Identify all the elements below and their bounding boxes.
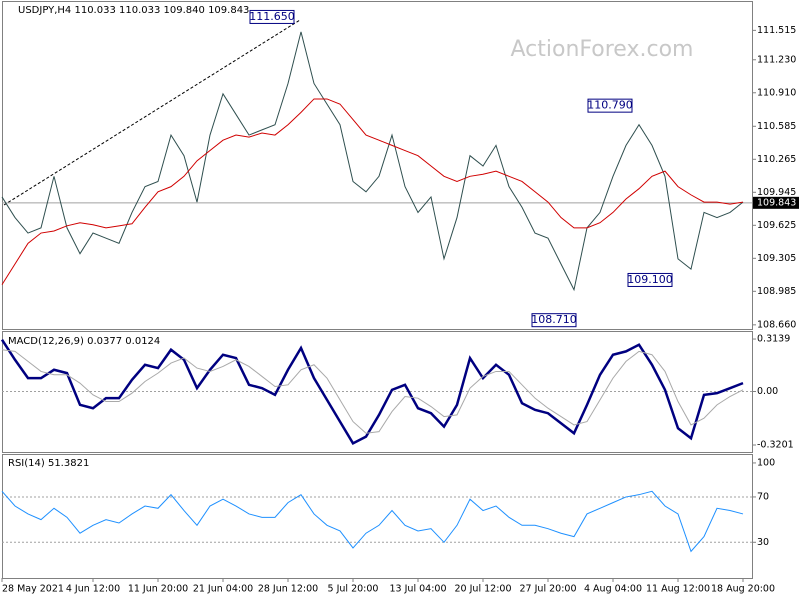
y-tick-label: 108.660 <box>757 319 796 330</box>
x-tick-label: 20 Jul 12:00 <box>455 584 512 595</box>
series-line <box>1 349 744 434</box>
y-tick-label: 109.945 <box>757 187 796 198</box>
y-tick-label: -0.3201 <box>757 439 794 450</box>
annotation-label: 111.650 <box>249 10 295 23</box>
y-tick-label: 70 <box>757 491 769 502</box>
x-tick-label: 18 Aug 20:00 <box>711 584 775 595</box>
macd-panel <box>2 331 753 453</box>
x-tick-label: 28 May 2021 <box>2 584 64 595</box>
x-tick-label: 11 Aug 12:00 <box>646 584 710 595</box>
last-price-label: 109.843 <box>757 197 796 208</box>
y-tick-label: 100 <box>757 457 775 468</box>
annotation-box <box>627 272 673 287</box>
annotation-box <box>531 313 577 328</box>
x-tick-label: 5 Jul 20:00 <box>328 584 379 595</box>
annotation-label: 110.790 <box>587 99 633 112</box>
trend-line <box>3 19 301 206</box>
rsi-panel <box>2 454 753 579</box>
y-tick-label: 109.305 <box>757 253 796 264</box>
series-line <box>1 31 744 292</box>
y-tick-label: 109.625 <box>757 220 796 231</box>
macd-title: MACD(12,26,9) 0.0377 0.0124 <box>8 336 160 347</box>
x-tick-label: 4 Jun 12:00 <box>66 584 120 595</box>
y-tick-label: 0.00 <box>757 386 778 397</box>
y-tick-label: 110.585 <box>757 121 796 132</box>
annotation-label: 109.100 <box>627 273 673 286</box>
series-line <box>0 339 744 445</box>
y-tick-label: 110.910 <box>757 87 796 98</box>
x-tick-label: 28 Jun 12:00 <box>258 584 318 595</box>
y-tick-label: 0.3139 <box>757 334 790 345</box>
y-tick-label: 111.515 <box>757 25 796 36</box>
y-tick-label: 111.230 <box>757 54 796 65</box>
x-tick-label: 4 Aug 04:00 <box>584 584 642 595</box>
series-line <box>1 98 744 285</box>
y-tick-label: 108.985 <box>757 286 796 297</box>
watermark: ActionForex.com <box>511 37 694 62</box>
price-panel <box>2 1 753 330</box>
x-tick-label: 21 Jun 04:00 <box>193 584 253 595</box>
annotation-label: 108.710 <box>531 313 577 326</box>
rsi-title: RSI(14) 51.3821 <box>8 458 89 469</box>
series-line <box>1 490 744 553</box>
last-price-box <box>753 196 799 209</box>
y-tick-label: 110.265 <box>757 154 796 165</box>
annotation-box <box>587 98 633 113</box>
chart-title: USDJPY,H4 110.033 110.033 109.840 109.84… <box>18 5 249 16</box>
x-tick-label: 13 Jul 04:00 <box>390 584 447 595</box>
annotation-box <box>249 9 295 24</box>
x-tick-label: 27 Jul 20:00 <box>520 584 577 595</box>
x-tick-label: 11 Jun 20:00 <box>128 584 188 595</box>
y-tick-label: 30 <box>757 537 769 548</box>
